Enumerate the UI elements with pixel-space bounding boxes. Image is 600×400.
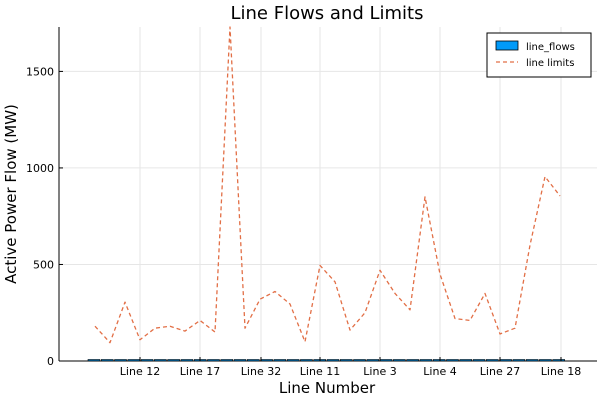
y-tick-label: 500 [33, 258, 54, 271]
grid [59, 27, 597, 362]
y-axis-label: Active Power Flow (MW) [2, 104, 20, 284]
x-tick-label: Line 18 [541, 365, 581, 378]
y-ticks: 0 500 1000 1500 [26, 65, 63, 368]
x-ticks: Line 12 Line 17 Line 32 Line 11 Line 3 Line 4… [120, 357, 581, 378]
x-tick-label: Line 11 [300, 365, 340, 378]
chart-title: Line Flows and Limits [230, 3, 423, 24]
x-tick-label: Line 17 [180, 365, 220, 378]
x-tick-label: Line 12 [120, 365, 160, 378]
line-limits-line [94, 26, 561, 344]
x-axis-label: Line Number [279, 379, 376, 397]
axes [58, 27, 597, 362]
line-limits-series [94, 26, 561, 344]
legend-swatch-line-flows [495, 40, 519, 51]
x-tick-label: Line 4 [423, 365, 456, 378]
x-tick-label: Line 32 [241, 365, 281, 378]
y-tick-label: 1000 [26, 162, 54, 175]
legend-label-line-limits: line limits [526, 58, 574, 69]
legend-label-line-flows: line_flows [526, 42, 575, 53]
x-tick-label: Line 3 [363, 365, 396, 378]
y-tick-label: 1500 [26, 65, 54, 78]
legend-box [486, 32, 592, 78]
y-tick-label: 0 [47, 355, 54, 368]
legend: line_flows line limits [486, 32, 592, 78]
x-tick-label: Line 27 [480, 365, 520, 378]
